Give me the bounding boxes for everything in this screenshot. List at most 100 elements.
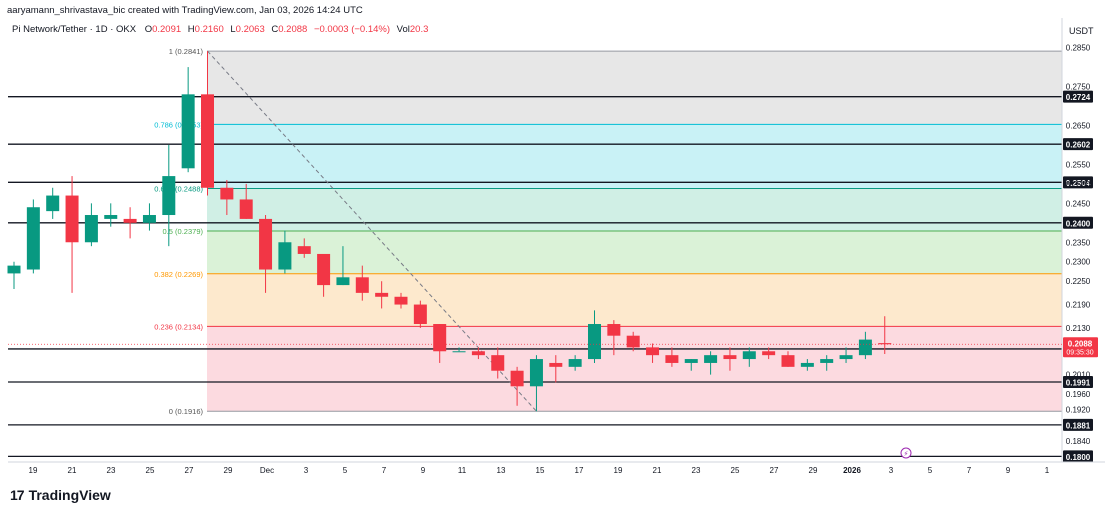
time-tick: 19 xyxy=(614,466,623,475)
time-tick: 25 xyxy=(731,466,740,475)
time-tick: 3 xyxy=(304,466,309,475)
candle-body xyxy=(723,355,737,360)
price-tick: 0.2300 xyxy=(1066,258,1091,267)
level-badge-value: 0.1800 xyxy=(1066,453,1091,462)
time-tick: 9 xyxy=(1006,466,1011,475)
time-tick: 5 xyxy=(928,466,933,475)
price-tick: 0.2250 xyxy=(1066,277,1091,286)
time-tick: 19 xyxy=(29,466,38,475)
fib-zone xyxy=(207,230,1062,274)
time-tick: 7 xyxy=(967,466,972,475)
time-tick: 27 xyxy=(185,466,194,475)
time-tick: 17 xyxy=(575,466,584,475)
price-tick: 0.2450 xyxy=(1066,199,1091,208)
candle-body xyxy=(413,304,427,325)
level-badge xyxy=(1063,418,1093,431)
candle-body xyxy=(762,351,776,356)
fib-label: 0 (0.1916) xyxy=(169,407,204,416)
price-tick: 0.2550 xyxy=(1066,160,1091,169)
price-tick: 0.2500 xyxy=(1066,180,1091,189)
price-chart[interactable]: 1 (0.2841) 0.786 (0.2653) 0.618 (0.2488) 0.… xyxy=(0,0,1105,480)
price-tick: 0.2010 xyxy=(1066,371,1091,380)
level-badge xyxy=(1063,176,1093,189)
fib-label: 0.786 (0.2653) xyxy=(154,120,203,129)
fib-label: 0.5 (0.2379) xyxy=(163,227,204,236)
candle-body xyxy=(510,370,524,387)
time-tick: 27 xyxy=(770,466,779,475)
price-tick: 0.1960 xyxy=(1066,390,1091,399)
candle-body xyxy=(684,359,698,363)
level-badge-value: 0.2602 xyxy=(1066,141,1091,150)
candle-body xyxy=(394,296,408,305)
candle-body xyxy=(471,351,485,356)
candle-body xyxy=(529,359,543,387)
price-tick: 0.2350 xyxy=(1066,238,1091,247)
fib-zone xyxy=(207,188,1062,231)
candle-body xyxy=(181,94,195,169)
candle-body xyxy=(800,362,814,367)
symbol-title[interactable]: Pi Network/Tether · 1D · OKX xyxy=(12,24,137,35)
candle-body xyxy=(588,324,601,360)
time-tick: 1 xyxy=(1045,466,1050,475)
time-tick: 25 xyxy=(146,466,155,475)
fib-label: 0.618 (0.2488) xyxy=(154,185,203,194)
candle-body xyxy=(336,277,350,286)
price-tick: 0.2130 xyxy=(1066,324,1091,333)
time-tick: 13 xyxy=(497,466,506,475)
currency-label[interactable]: USDT xyxy=(1069,26,1094,36)
ohlc-low-value: 0.2063 xyxy=(235,24,265,35)
candles xyxy=(7,51,892,412)
candle-body xyxy=(704,355,718,363)
price-tick: 0.1840 xyxy=(1066,437,1091,446)
ohlc-open-label: O xyxy=(144,24,153,35)
candle-body xyxy=(123,218,137,223)
candle-body xyxy=(142,215,156,223)
candle-body xyxy=(104,215,118,219)
symbol-legend: Pi Network/Tether · 1D · OKX O0.2091 H0.… xyxy=(12,24,432,35)
candle-body xyxy=(297,246,311,254)
tradingview-logo-icon: 17 xyxy=(10,487,25,503)
candle-body xyxy=(162,176,176,216)
volume-label: Vol xyxy=(396,24,410,35)
candle-body xyxy=(452,351,466,353)
level-badge xyxy=(1063,216,1093,229)
time-tick: 5 xyxy=(343,466,348,475)
level-badge-value: 0.1881 xyxy=(1066,421,1091,430)
candle-body xyxy=(26,207,40,270)
price-tick: 0.2650 xyxy=(1066,121,1091,130)
price-axis: 0.27240.26020.25040.24000.20760.19910.18… xyxy=(1063,44,1093,463)
tradingview-logo[interactable]: 17 TradingView xyxy=(10,487,111,503)
candle-body xyxy=(84,215,98,243)
last-price-badge xyxy=(1063,337,1098,358)
candle-body xyxy=(65,195,79,243)
lightning-icon: ⚡ xyxy=(904,450,909,458)
level-badge-value: 0.2724 xyxy=(1066,93,1091,102)
fib-lines: 1 (0.2841) 0.786 (0.2653) 0.618 (0.2488) 0.… xyxy=(154,47,1062,416)
price-tick: 0.1920 xyxy=(1066,406,1091,415)
candle-body xyxy=(433,324,447,352)
price-tick: 0.2190 xyxy=(1066,301,1091,310)
level-badge xyxy=(1063,376,1093,389)
ohlc-high-value: 0.2160 xyxy=(194,24,224,35)
candle-body xyxy=(607,324,621,336)
candle-body xyxy=(858,339,872,356)
candle-body xyxy=(259,218,273,270)
fib-label: 1 (0.2841) xyxy=(169,47,204,56)
candle-body xyxy=(491,355,505,371)
candle-body xyxy=(375,292,389,297)
candle-body xyxy=(317,253,331,286)
time-tick: 23 xyxy=(107,466,116,475)
countdown: 09:35:30 xyxy=(1066,349,1093,356)
ohlc-high-label: H xyxy=(187,24,195,35)
candle-body xyxy=(568,359,582,367)
candle-body xyxy=(220,187,234,200)
chart-credit: aaryamann_shrivastava_bic created with T… xyxy=(7,5,363,16)
last-price-value: 0.2088 xyxy=(1068,339,1093,348)
candle-body xyxy=(742,351,756,360)
candle-body xyxy=(878,343,892,345)
time-tick: 23 xyxy=(692,466,701,475)
candle-body xyxy=(201,94,214,188)
ohlc-open-value: 0.2091 xyxy=(152,24,182,35)
fib-zone xyxy=(207,273,1062,327)
